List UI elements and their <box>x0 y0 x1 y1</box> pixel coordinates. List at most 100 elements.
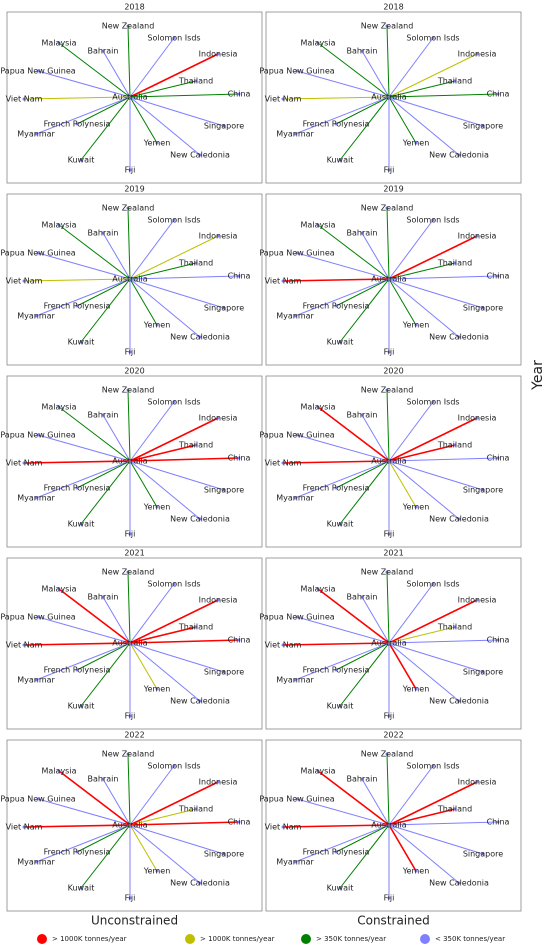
link <box>80 460 131 525</box>
link <box>58 588 131 644</box>
node-label: Kuwait <box>68 702 95 711</box>
link <box>80 278 131 343</box>
link <box>129 639 240 644</box>
node-label: Bahrain <box>347 47 378 56</box>
node-dot <box>155 323 159 327</box>
panel-title: 2019 <box>383 185 403 194</box>
node-label: Yemen <box>402 321 430 330</box>
node-label: New Caledonia <box>429 515 489 524</box>
node-label: Singapore <box>463 850 503 859</box>
node-label: Myanmar <box>276 312 314 321</box>
node-dot <box>216 52 220 56</box>
link <box>339 96 390 161</box>
link <box>58 770 131 826</box>
node-label: New Zealand <box>361 204 414 213</box>
node-dot <box>36 251 40 255</box>
center-label: Australia <box>112 639 147 648</box>
node-label: Papua New Guinea <box>0 249 75 258</box>
node-dot <box>414 687 418 691</box>
node-dot <box>453 807 457 811</box>
node-label: Malaysia <box>42 585 77 594</box>
node-dot <box>57 223 61 227</box>
axis-label: Year <box>530 360 546 391</box>
node-dot <box>316 587 320 591</box>
node-label: China <box>487 90 510 99</box>
node-label: Bahrain <box>88 411 119 420</box>
node-label: Malaysia <box>301 39 336 48</box>
node-label: Bahrain <box>88 47 119 56</box>
node-dot <box>79 704 83 708</box>
node-dot <box>198 881 202 885</box>
node-dot <box>216 598 220 602</box>
node-dot <box>385 570 389 574</box>
link <box>129 96 201 156</box>
node-label: China <box>228 818 251 827</box>
link <box>23 278 131 282</box>
node-label: Viet Nam <box>6 823 43 832</box>
node-dot <box>194 261 198 265</box>
node-dot <box>414 505 418 509</box>
link <box>129 53 219 98</box>
node-dot <box>453 261 457 265</box>
node-label: Myanmar <box>17 676 55 685</box>
link <box>388 278 417 326</box>
link <box>335 824 390 853</box>
node-dot <box>22 643 26 647</box>
link <box>129 275 240 280</box>
link <box>76 642 131 671</box>
link <box>129 93 240 98</box>
link <box>129 642 225 673</box>
link <box>361 232 390 280</box>
link <box>129 626 197 644</box>
node-label: Bahrain <box>347 411 378 420</box>
node-dot <box>457 517 461 521</box>
link <box>102 232 131 280</box>
link <box>37 434 131 462</box>
node-dot <box>481 488 485 492</box>
node-label: Fiji <box>384 894 395 903</box>
node-dot <box>481 852 485 856</box>
node-dot <box>475 780 479 784</box>
link <box>35 642 131 681</box>
link <box>388 642 460 702</box>
node-dot <box>496 456 500 460</box>
link <box>282 824 390 828</box>
link <box>129 96 158 144</box>
node-label: Kuwait <box>68 156 95 165</box>
link <box>388 460 484 491</box>
node-label: Bahrain <box>347 775 378 784</box>
node-label: Malaysia <box>42 767 77 776</box>
legend-label: < 350K tonnes/year <box>435 935 505 943</box>
node-dot <box>101 777 105 781</box>
link <box>388 235 478 280</box>
link <box>386 25 390 98</box>
panel-title: 2018 <box>383 3 403 12</box>
node-label: Singapore <box>204 486 244 495</box>
node-label: Viet Nam <box>6 641 43 650</box>
link <box>127 571 131 644</box>
node-label: Fiji <box>384 712 395 721</box>
node-dot <box>22 279 26 283</box>
node-label: Thailand <box>178 623 213 632</box>
center-label: Australia <box>371 821 406 830</box>
node-label: Solomon Isds <box>406 398 459 407</box>
node-label: China <box>228 90 251 99</box>
center-label: Australia <box>112 93 147 102</box>
node-dot <box>453 79 457 83</box>
node-label: Kuwait <box>327 702 354 711</box>
node-dot <box>237 820 241 824</box>
node-dot <box>453 443 457 447</box>
node-dot <box>222 124 226 128</box>
node-dot <box>334 304 338 308</box>
node-dot <box>457 153 461 157</box>
node-dot <box>334 122 338 126</box>
link <box>129 457 240 462</box>
node-dot <box>101 231 105 235</box>
node-dot <box>128 168 132 172</box>
link <box>129 96 225 127</box>
node-dot <box>293 860 297 864</box>
legend-swatch <box>420 934 430 944</box>
node-label: New Zealand <box>102 22 155 31</box>
node-dot <box>155 505 159 509</box>
node-dot <box>334 486 338 490</box>
